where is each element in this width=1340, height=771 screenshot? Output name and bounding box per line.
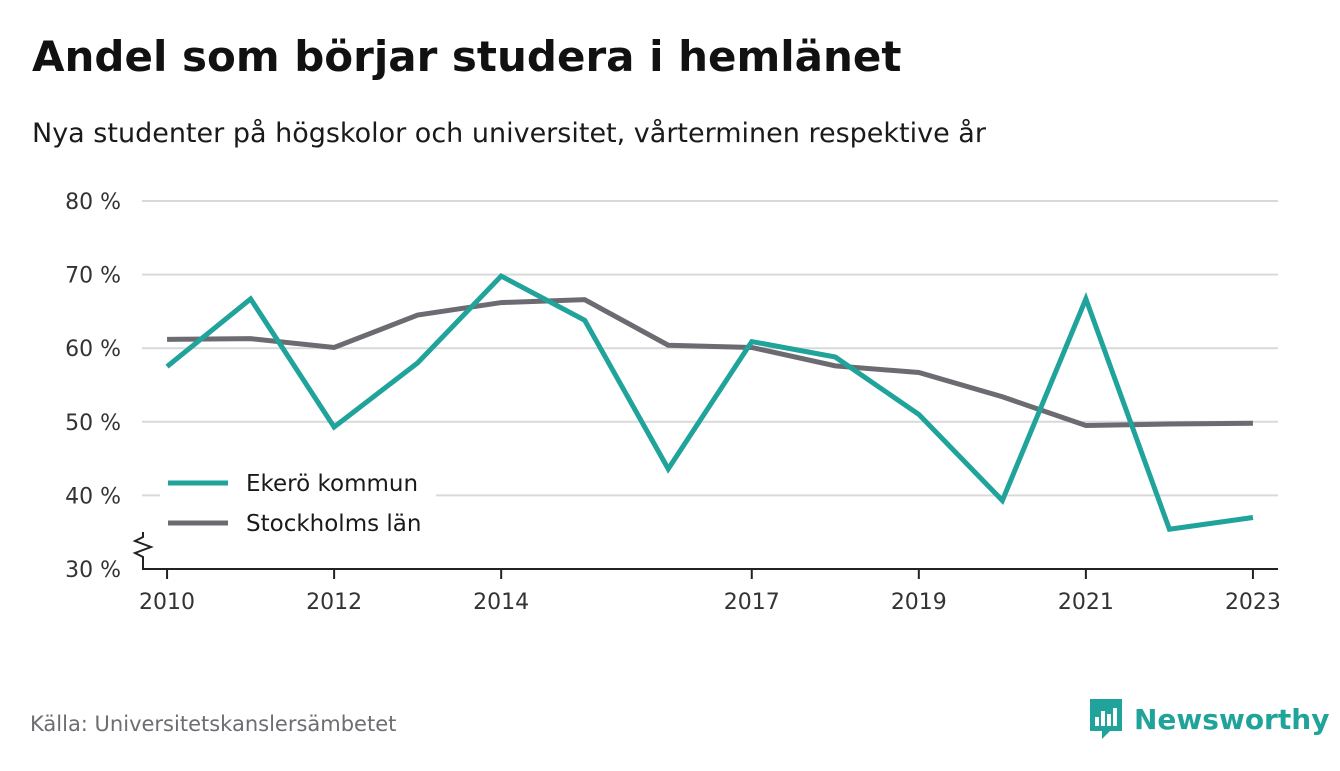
y-axis-ticks: 30 % 40 % 50 % 60 % 70 % 80 % xyxy=(65,190,121,583)
brand-logo: Newsworthy xyxy=(1088,697,1329,741)
x-tick-label: 2021 xyxy=(1058,590,1114,615)
x-tick-label: 2019 xyxy=(891,590,947,615)
line-chart: 30 %40 %50 %60 %70 %80 % 2010 2012 2014 201… xyxy=(65,190,1281,615)
newsworthy-logo-icon xyxy=(1090,699,1122,739)
series-line-stockholms-lan xyxy=(167,297,1253,428)
series-line-ekero-kommun xyxy=(165,272,1254,533)
y-tick-label: 60 % xyxy=(65,337,121,362)
x-axis-ticks: 2010 2012 2014 2017 2019 2021 2023 xyxy=(139,569,1281,615)
legend-background xyxy=(160,462,436,544)
y-tick-label: 70 % xyxy=(65,264,121,289)
y-tick-label: 80 % xyxy=(65,190,121,215)
source-note: Källa: Universitetskanslersämbetet xyxy=(30,712,397,736)
chart-subtitle: Nya studenter på högskolor och universit… xyxy=(32,118,986,149)
x-axis xyxy=(132,532,1278,570)
y-tick-label: 30 % xyxy=(65,558,121,583)
brand-name: Newsworthy xyxy=(1134,702,1330,736)
legend: Ekerö kommun Stockholms län xyxy=(160,462,436,544)
x-tick-label: 2023 xyxy=(1225,590,1281,615)
chart-title: Andel som börjar studera i hemlänet xyxy=(32,32,902,81)
legend-label: Stockholms län xyxy=(246,511,421,537)
x-tick-label: 2010 xyxy=(139,590,195,615)
legend-label: Ekerö kommun xyxy=(246,471,418,497)
x-tick-label: 2014 xyxy=(473,590,529,615)
x-tick-label: 2012 xyxy=(306,590,362,615)
axis-break-icon xyxy=(132,532,154,569)
x-tick-label: 2017 xyxy=(724,590,780,615)
y-tick-label: 40 % xyxy=(65,484,121,509)
series-lines xyxy=(165,272,1254,533)
y-tick-label: 50 % xyxy=(65,411,121,436)
